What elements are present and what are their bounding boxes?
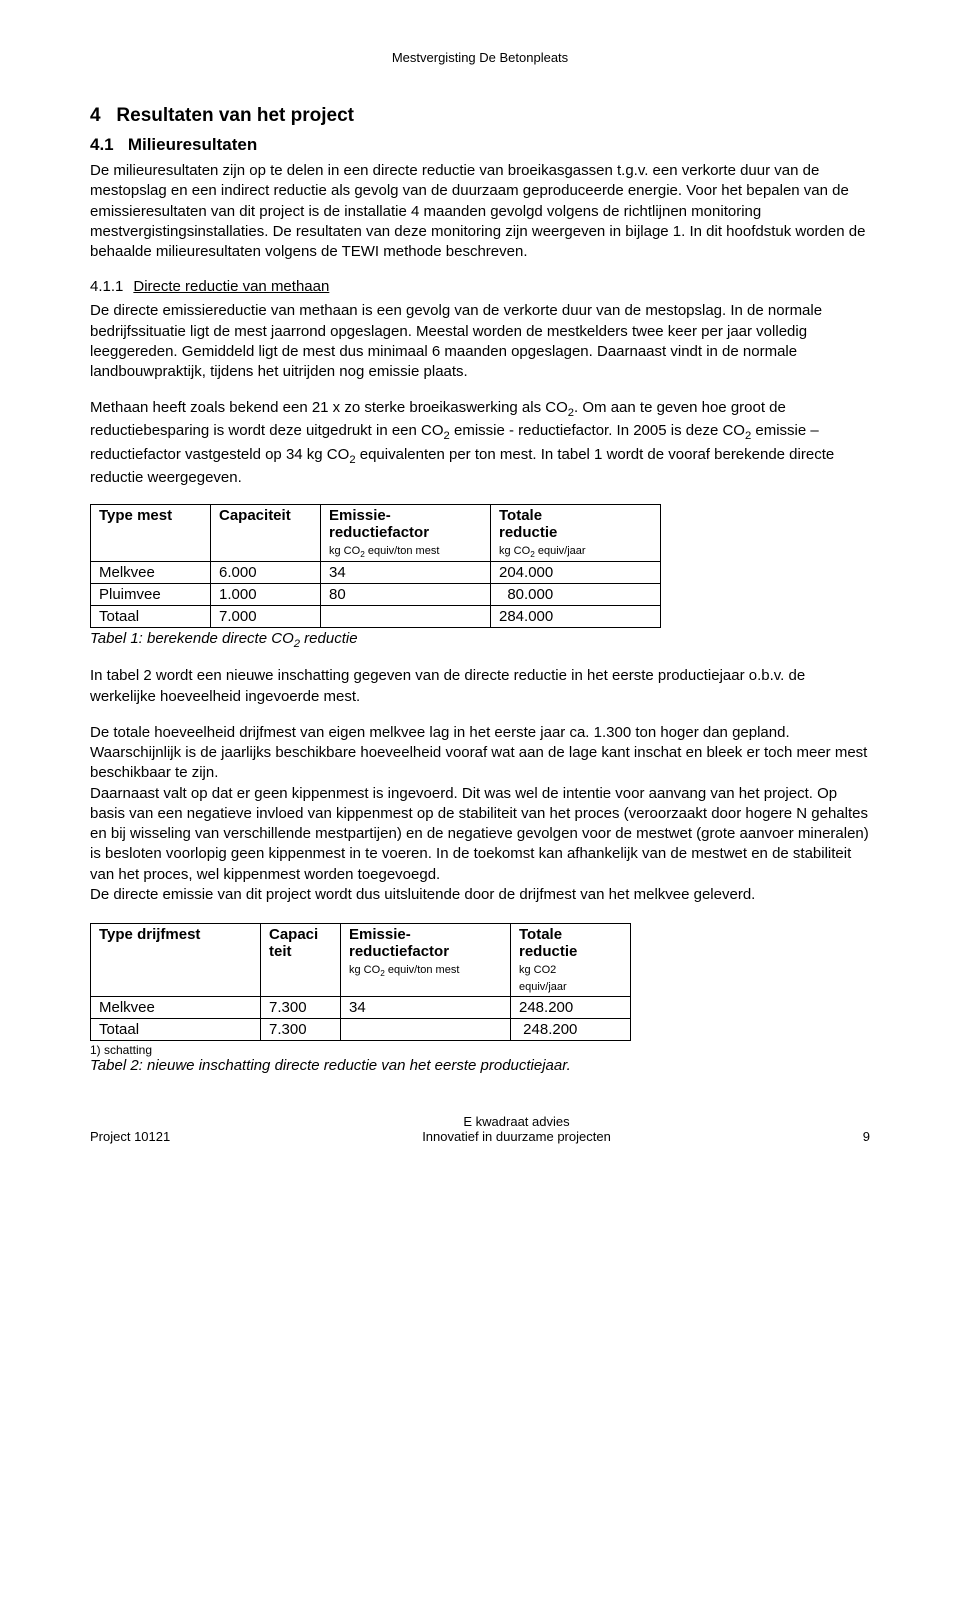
t2-h1: Type drijfmest xyxy=(91,924,261,997)
section-title: Resultaten van het project xyxy=(116,105,354,126)
section-4-1-heading: 4.1 Milieuresultaten xyxy=(90,135,870,155)
para-4-1-1a: De directe emissiereductie van methaan i… xyxy=(90,301,870,382)
table-row: Totaal7.300 248.200 xyxy=(91,1019,631,1041)
page-header: Mestvergisting De Betonpleats xyxy=(90,50,870,65)
subsub-number: 4.1.1 xyxy=(90,278,123,295)
footer-center: E kwadraat advies Innovatief in duurzame… xyxy=(422,1114,611,1144)
subsection-title: Milieuresultaten xyxy=(128,135,257,154)
t2-h2: Capaciteit xyxy=(261,924,341,997)
t1-h2: Capaciteit xyxy=(211,505,321,562)
section-4-heading: 4 Resultaten van het project xyxy=(90,105,870,127)
para-4-1-1b: Methaan heeft zoals bekend een 21 x zo s… xyxy=(90,398,870,488)
table-row: Totaal7.000284.000 xyxy=(91,606,661,628)
footer-left: Project 10121 xyxy=(90,1129,170,1144)
t1-h4: Totalereductiekg CO2 equiv/jaar xyxy=(491,505,661,562)
para-4-1: De milieuresultaten zijn op te delen in … xyxy=(90,161,870,262)
t1-h3: Emissie-reductiefactorkg CO2 equiv/ton m… xyxy=(321,505,491,562)
para-after-t1-bcd: De totale hoeveelheid drijfmest van eige… xyxy=(90,723,870,905)
section-number: 4 xyxy=(90,105,101,126)
table-1-caption: Tabel 1: berekende directe CO2 reductie xyxy=(90,630,870,650)
t2-h4: Totalereductiekg CO2equiv/jaar xyxy=(511,924,631,997)
t1-h1: Type mest xyxy=(91,505,211,562)
table-row: Pluimvee1.00080 80.000 xyxy=(91,584,661,606)
document-page: Mestvergisting De Betonpleats 4 Resultat… xyxy=(0,0,960,1184)
t2-h3: Emissie-reductiefactorkg CO2 equiv/ton m… xyxy=(341,924,511,997)
table-1: Type mestCapaciteitEmissie-reductiefacto… xyxy=(90,504,661,628)
table-2-caption: Tabel 2: nieuwe inschatting directe redu… xyxy=(90,1057,870,1074)
header-title: Mestvergisting De Betonpleats xyxy=(392,50,568,65)
section-4-1-1-heading: 4.1.1 Directe reductie van methaan xyxy=(90,278,870,295)
table-row: Melkvee6.00034204.000 xyxy=(91,562,661,584)
table-2-footnote: 1) schatting xyxy=(90,1043,870,1057)
subsub-title: Directe reductie van methaan xyxy=(133,278,329,295)
table-2: Type drijfmestCapaciteitEmissie-reductie… xyxy=(90,923,631,1041)
page-footer: Project 10121 E kwadraat advies Innovati… xyxy=(90,1114,870,1144)
footer-right: 9 xyxy=(863,1129,870,1144)
subsection-number: 4.1 xyxy=(90,135,114,154)
table-row: Melkvee7.30034248.200 xyxy=(91,997,631,1019)
para-after-t1-a: In tabel 2 wordt een nieuwe inschatting … xyxy=(90,666,870,707)
